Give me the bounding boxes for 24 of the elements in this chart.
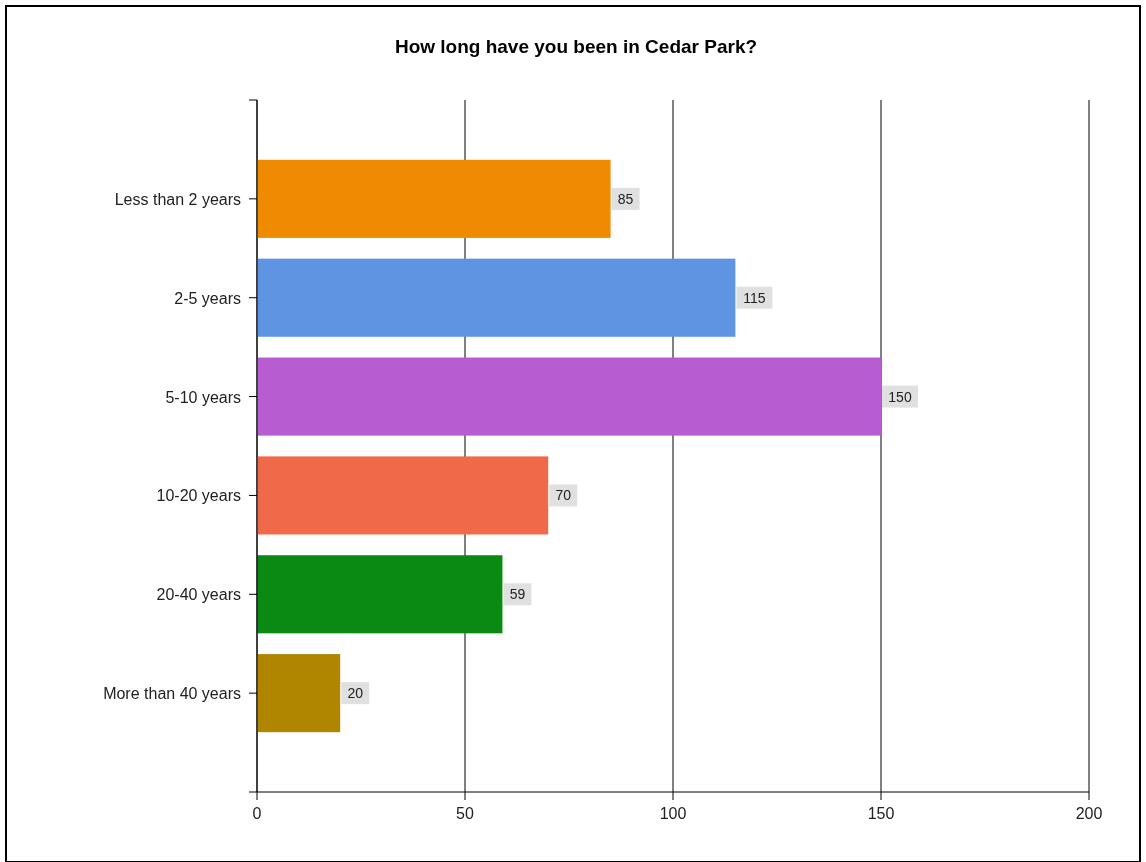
data-label: 150 bbox=[888, 388, 912, 405]
data-label: 115 bbox=[743, 289, 766, 306]
x-tick-label: 100 bbox=[659, 805, 687, 822]
x-tick-label: 200 bbox=[1075, 805, 1103, 822]
x-tick-label: 50 bbox=[456, 805, 474, 822]
bar bbox=[257, 555, 503, 634]
y-tick-label: Less than 2 years bbox=[114, 190, 241, 208]
y-tick-label: 5-10 years bbox=[165, 388, 241, 406]
y-tick-label: 10-20 years bbox=[156, 487, 241, 505]
chart-title: How long have you been in Cedar Park? bbox=[394, 36, 758, 57]
y-tick-label: 20-40 years bbox=[156, 586, 241, 604]
bar bbox=[257, 654, 341, 733]
y-tick-label: More than 40 years bbox=[103, 685, 241, 703]
y-tick-label: 2-5 years bbox=[174, 289, 241, 307]
data-label: 70 bbox=[555, 487, 572, 504]
x-tick-label: 150 bbox=[867, 805, 895, 822]
data-label: 20 bbox=[347, 685, 364, 702]
bar bbox=[257, 456, 549, 535]
x-tick-label: 0 bbox=[252, 805, 262, 822]
data-label: 85 bbox=[617, 190, 634, 207]
bar bbox=[257, 357, 881, 436]
bar bbox=[257, 159, 611, 238]
bar bbox=[257, 258, 736, 337]
data-label: 59 bbox=[509, 586, 526, 603]
